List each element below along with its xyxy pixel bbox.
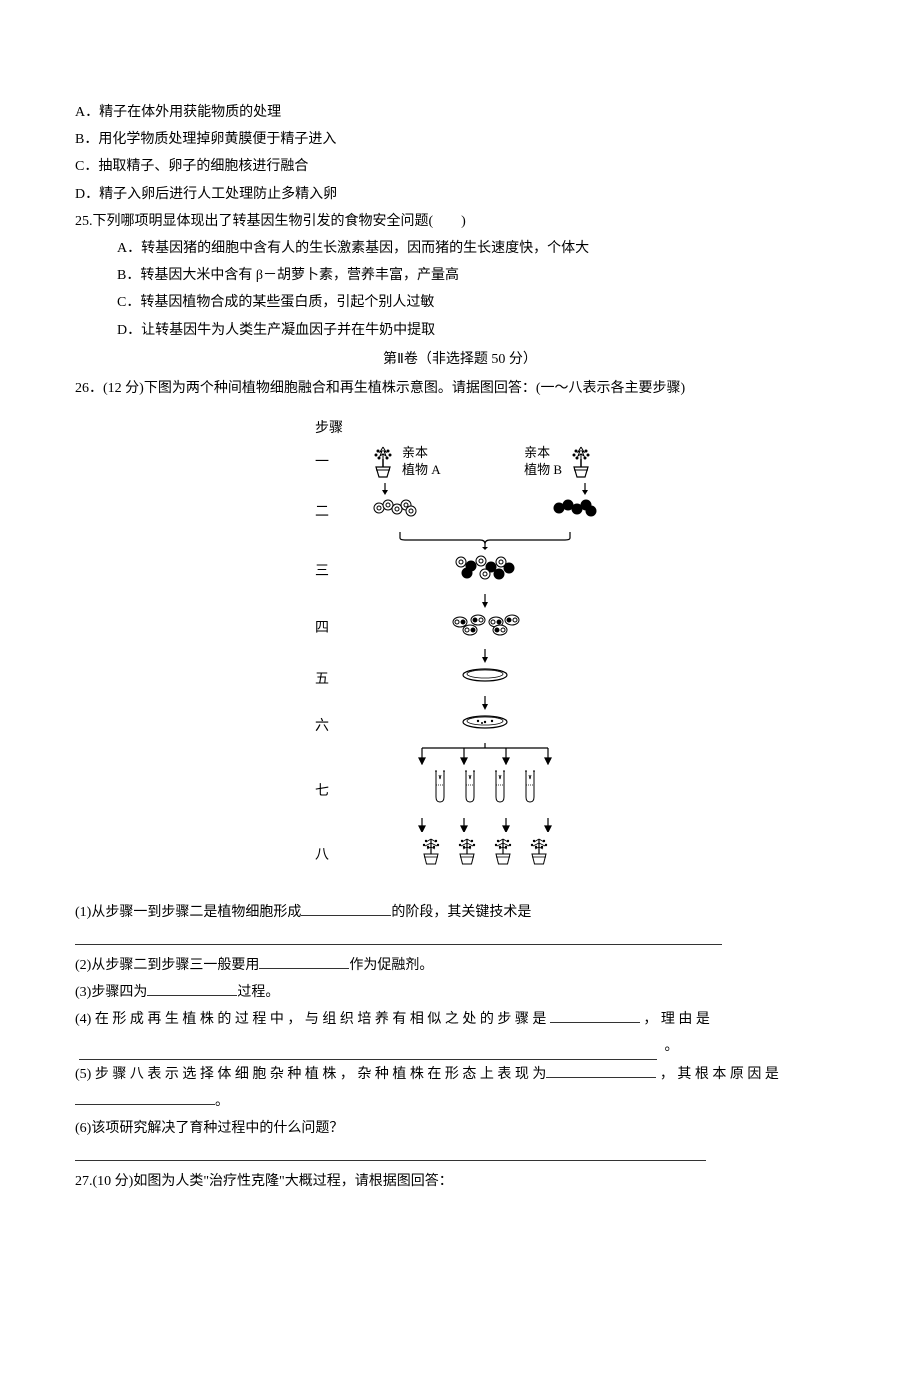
cells-a-icon: [373, 499, 417, 526]
q26-sub5: (5) 步 骤 八 表 示 选 择 体 细 胞 杂 种 植 株 ， 杂 种 植 …: [75, 1062, 845, 1087]
small-plant-icon: [418, 836, 444, 875]
section2-title: 第Ⅱ卷（非选择题 50 分）: [75, 347, 845, 372]
arrow-down-icon: [380, 483, 390, 495]
diagram-step-label: 步骤: [315, 416, 365, 441]
test-tube-icon: [461, 769, 479, 814]
cells-b-icon: [553, 499, 597, 526]
blank-line-input[interactable]: [75, 1143, 706, 1161]
q26-stem: 26．(12 分)下图为两个种间植物细胞融合和再生植株示意图。请据图回答：(一～…: [75, 376, 845, 401]
blank-line-input[interactable]: [79, 1046, 657, 1060]
option-d-prev: D．精子入卵后进行人工处理防止多精入卵: [75, 182, 845, 207]
diagram-step-8: 八: [315, 843, 365, 868]
diagram-step-2: 二: [315, 500, 365, 525]
q25-option-b: B．转基因大米中含有 β－胡萝卜素，营养丰富，产量高: [75, 263, 845, 288]
q26-sub6: (6)该项研究解决了育种过程中的什么问题？: [75, 1116, 845, 1141]
option-a-prev: A．精子在体外用获能物质的处理: [75, 100, 845, 125]
q27-stem: 27.(10 分)如图为人类"治疗性克隆"大概过程，请根据图回答：: [75, 1169, 845, 1194]
blank-input[interactable]: [147, 982, 237, 996]
blank-input[interactable]: [550, 1009, 640, 1023]
diagram-step-3: 三: [315, 559, 365, 584]
diagram-step-1: 一: [315, 450, 365, 475]
arrows-4-icon: [400, 818, 570, 832]
blank-line-input[interactable]: [75, 1091, 215, 1105]
diagram-step-6: 六: [315, 714, 365, 739]
blank-input[interactable]: [259, 955, 349, 969]
arrow-down-icon: [580, 483, 590, 495]
petri-dish-callus-icon: [460, 714, 510, 739]
q26-diagram: 步骤 一: [75, 416, 845, 880]
q25-stem: 25.下列哪项明显体现出了转基因生物引发的食物安全问题( ): [75, 209, 845, 234]
plant-a-label: 亲本 植物 A: [402, 445, 441, 479]
cells-mixed-icon: [453, 554, 517, 589]
blank-input[interactable]: [546, 1064, 656, 1078]
test-tube-icon: [431, 769, 449, 814]
small-plant-icon: [526, 836, 552, 875]
option-b-prev: B．用化学物质处理掉卵黄膜便于精子进入: [75, 127, 845, 152]
blank-line-input[interactable]: [75, 927, 722, 945]
split-arrows-icon: [400, 743, 570, 765]
q26-sub3: (3)步骤四为过程。: [75, 980, 845, 1005]
diagram-step-5: 五: [315, 667, 365, 692]
arrow-down-icon: [480, 594, 490, 608]
small-plant-icon: [454, 836, 480, 875]
petri-dish-icon: [460, 667, 510, 692]
q25-option-c: C．转基因植物合成的某些蛋白质，引起个别人过敏: [75, 290, 845, 315]
q26-sub1: (1)从步骤一到步骤二是植物细胞形成的阶段，其关键技术是: [75, 900, 845, 925]
q26-sub5-line2: 。: [75, 1089, 845, 1114]
small-plant-icon: [490, 836, 516, 875]
cells-fused-icon: [450, 612, 520, 645]
arrow-down-icon: [480, 696, 490, 710]
plant-a-icon: [370, 445, 396, 479]
q26-sub4-line2: 。: [75, 1034, 845, 1059]
test-tube-icon: [521, 769, 539, 814]
option-c-prev: C．抽取精子、卵子的细胞核进行融合: [75, 154, 845, 179]
q26-sub2: (2)从步骤二到步骤三一般要用作为促融剂。: [75, 953, 845, 978]
diagram-step-4: 四: [315, 616, 365, 641]
brace-icon: [385, 530, 585, 550]
arrow-down-icon: [480, 649, 490, 663]
q25-option-a: A．转基因猪的细胞中含有人的生长激素基因，因而猪的生长速度快，个体大: [75, 236, 845, 261]
blank-input[interactable]: [301, 902, 391, 916]
plant-b-icon: [568, 445, 594, 479]
q26-sub4: (4) 在 形 成 再 生 植 株 的 过 程 中 ， 与 组 织 培 养 有 …: [75, 1007, 845, 1032]
q25-option-d: D．让转基因牛为人类生产凝血因子并在牛奶中提取: [75, 318, 845, 343]
diagram-step-7: 七: [315, 779, 365, 804]
plant-b-label: 亲本 植物 B: [524, 445, 562, 479]
test-tube-icon: [491, 769, 509, 814]
